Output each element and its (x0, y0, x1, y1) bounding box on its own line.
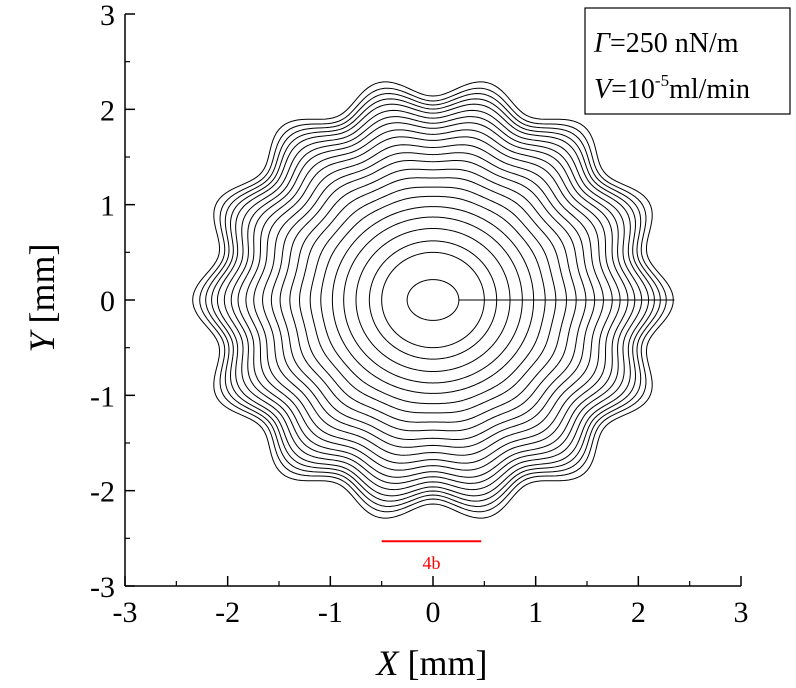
contour-line (289, 168, 577, 432)
y-axis-title: Y [mm] (22, 243, 62, 352)
contour-line (245, 129, 621, 471)
y-axis-var: Y (22, 329, 62, 353)
contour-line (237, 122, 629, 478)
y-tick-label: 1 (100, 190, 115, 223)
legend-frame (584, 7, 791, 115)
legend-box: Γ=250 nN/m V=10-5ml/min (584, 7, 791, 115)
y-tick-label: -1 (90, 380, 115, 413)
x-tick-label: 0 (426, 596, 441, 629)
contour-line (309, 186, 557, 414)
contour-line (343, 216, 523, 384)
y-axis-unit: [mm] (22, 243, 62, 332)
x-axis-var: X (375, 643, 401, 683)
legend-v-eq: =10 (611, 74, 655, 105)
y-tick-label: 3 (100, 0, 115, 32)
legend-v-exponent: -5 (655, 71, 669, 90)
x-axis-title: X [mm] (375, 643, 488, 683)
contour-line (199, 87, 667, 513)
contour-lines (192, 81, 675, 519)
contour-line (230, 116, 636, 484)
contour-line (406, 279, 460, 321)
legend-v-unit: ml/min (669, 74, 750, 105)
legend-gamma-symbol: Γ (593, 28, 611, 59)
contour-line (262, 144, 604, 456)
x-tick-label: 2 (631, 596, 646, 629)
legend-line-gamma: Γ=250 nN/m (593, 28, 739, 59)
legend-v-symbol: V (594, 74, 614, 105)
contour-line (320, 195, 546, 405)
contour-line (299, 177, 567, 423)
legend-line-velocity: V=10-5ml/min (594, 71, 750, 105)
axes (124, 13, 742, 587)
contour-line (253, 136, 613, 464)
contour-line (192, 81, 674, 519)
x-tick-label: -3 (113, 596, 138, 629)
contour-line (279, 160, 587, 440)
tick-labels: -3 -2 -1 0 1 2 3 -3 -2 -1 0 1 2 3 (90, 0, 749, 629)
x-axis-unit: [mm] (399, 643, 488, 683)
legend-gamma-value: =250 nN/m (610, 28, 739, 59)
scale-bar: 4b (381, 540, 482, 573)
x-tick-label: 3 (734, 596, 749, 629)
contour-line (216, 103, 650, 497)
contour-line (211, 98, 655, 502)
y-tick-label: -3 (90, 571, 115, 604)
x-tick-label: -1 (318, 596, 343, 629)
contour-line (331, 206, 535, 394)
contour-line (223, 109, 643, 491)
contour-line (368, 240, 498, 360)
y-tick-label: 2 (100, 94, 115, 127)
contour-line (205, 93, 661, 507)
contour-line (270, 152, 596, 448)
x-tick-label: 1 (528, 596, 543, 629)
x-tick-label: -2 (215, 596, 240, 629)
contour-line (355, 227, 511, 373)
y-tick-label: -2 (90, 476, 115, 509)
contour-line (381, 251, 485, 349)
scale-bar-label: 4b (422, 553, 440, 573)
y-tick-label: 0 (100, 285, 115, 318)
